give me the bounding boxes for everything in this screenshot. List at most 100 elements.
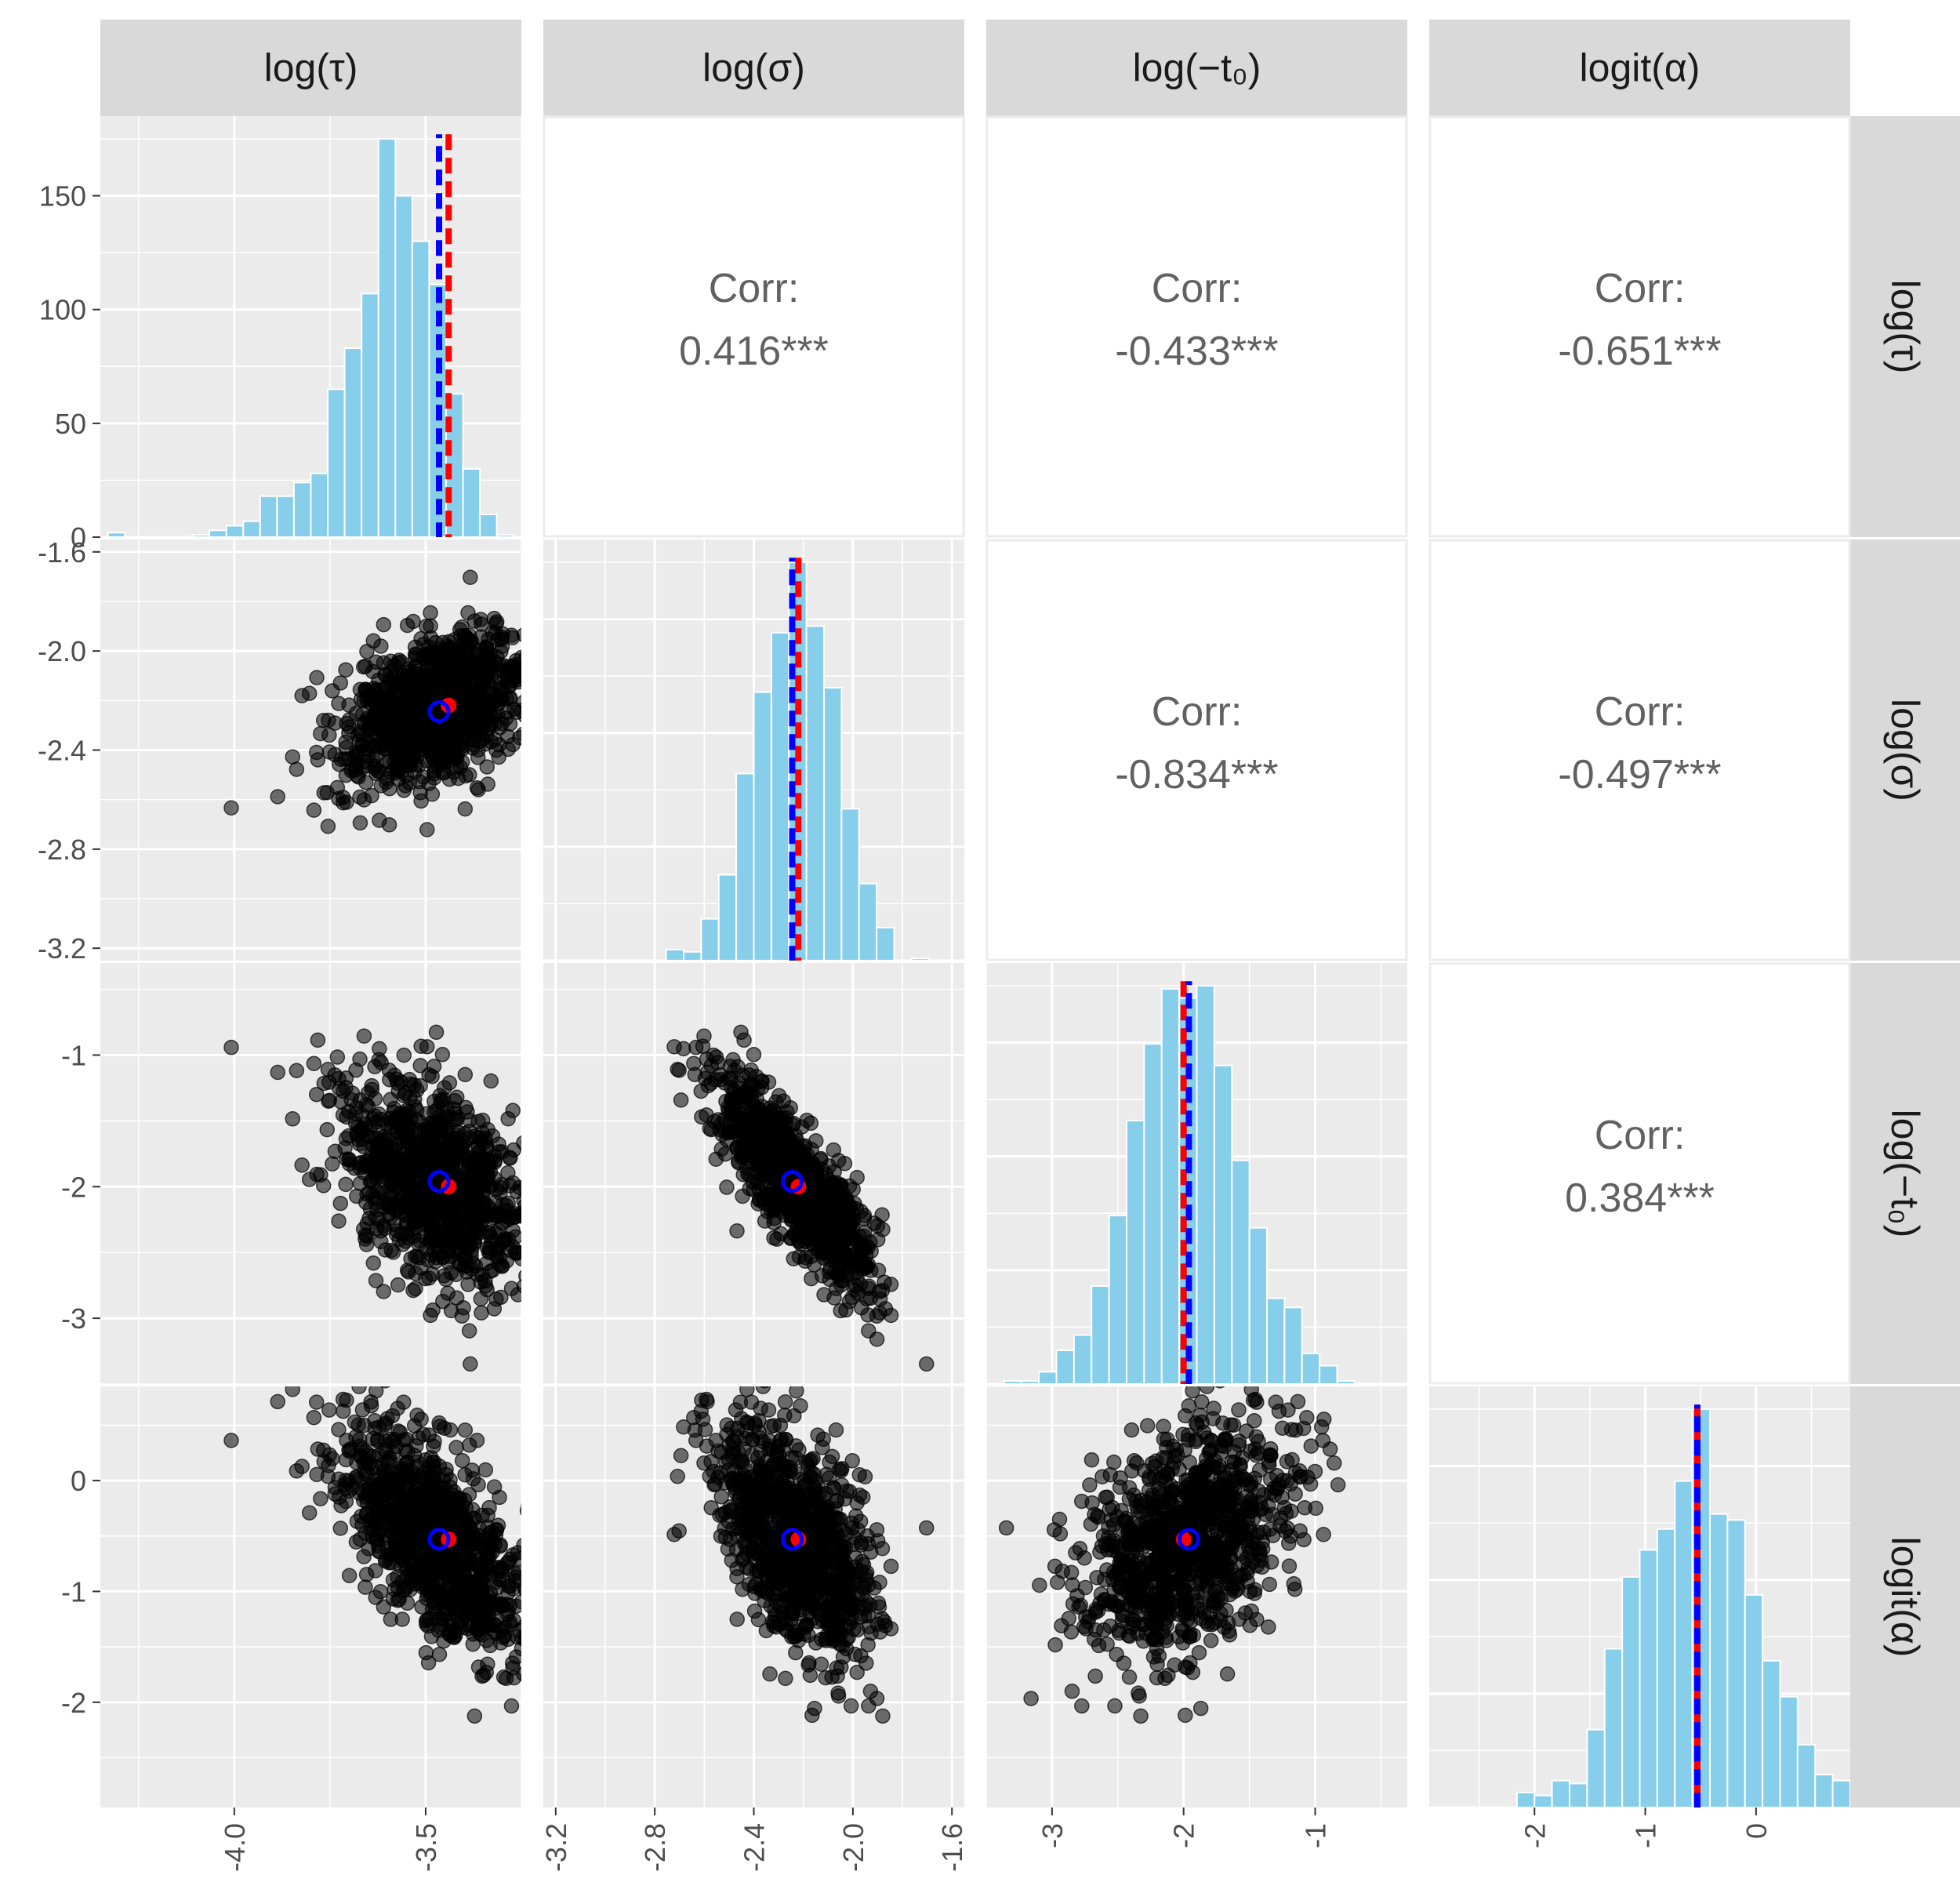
data-point bbox=[474, 1267, 490, 1283]
data-point bbox=[846, 1212, 862, 1228]
histogram-bar bbox=[1283, 1306, 1303, 1384]
data-point bbox=[395, 696, 411, 711]
y-tick-label: -3.2 bbox=[38, 932, 86, 965]
data-point bbox=[457, 1066, 474, 1083]
data-point bbox=[462, 1520, 477, 1535]
corr-panel-2-3: Corr:0.384*** bbox=[1428, 962, 1851, 1385]
data-point bbox=[523, 1225, 537, 1239]
data-point bbox=[846, 1231, 862, 1247]
data-point bbox=[420, 1655, 437, 1671]
corr-title: Corr: bbox=[709, 266, 800, 311]
data-point bbox=[370, 1433, 386, 1449]
data-point bbox=[363, 1394, 379, 1410]
data-point bbox=[344, 1481, 361, 1496]
data-point bbox=[523, 659, 537, 673]
corr-panel-0-3: Corr:-0.651*** bbox=[1428, 115, 1851, 538]
data-point bbox=[338, 1131, 354, 1146]
data-point bbox=[673, 1448, 689, 1463]
corr-panel-bg bbox=[543, 115, 965, 538]
data-point bbox=[294, 688, 310, 703]
data-point bbox=[289, 1063, 305, 1079]
data-point bbox=[523, 667, 537, 681]
data-point bbox=[359, 1215, 375, 1232]
data-point bbox=[778, 1670, 793, 1687]
corr-panel-bg bbox=[985, 115, 1408, 538]
data-point bbox=[810, 1215, 826, 1231]
data-point bbox=[454, 1186, 470, 1201]
data-point bbox=[829, 1267, 845, 1283]
data-point bbox=[502, 1150, 518, 1166]
data-point bbox=[782, 1099, 799, 1116]
corr-panel-bg bbox=[1428, 539, 1851, 961]
data-point bbox=[426, 770, 442, 786]
data-point bbox=[427, 675, 444, 691]
data-point bbox=[731, 1154, 746, 1169]
histogram-bar bbox=[683, 950, 702, 961]
data-point bbox=[516, 1279, 521, 1294]
corr-title: Corr: bbox=[1595, 1113, 1686, 1158]
y-tick-label: -3 bbox=[61, 1303, 86, 1335]
data-point bbox=[393, 654, 409, 670]
data-point bbox=[308, 1086, 325, 1103]
y-tick-label: 50 bbox=[55, 408, 86, 440]
panel-content bbox=[986, 963, 1407, 1384]
histogram-bar bbox=[107, 532, 126, 537]
data-point bbox=[434, 1514, 450, 1531]
y-tick-label: -2.8 bbox=[38, 834, 86, 866]
data-point bbox=[466, 1708, 483, 1724]
data-point bbox=[503, 659, 518, 674]
estimate-point-blue bbox=[427, 1170, 451, 1194]
data-point bbox=[815, 1187, 832, 1204]
data-point bbox=[336, 1403, 351, 1419]
data-point bbox=[759, 1386, 770, 1389]
histogram-bar bbox=[1196, 985, 1215, 1384]
data-point bbox=[445, 1159, 460, 1175]
data-point bbox=[491, 749, 506, 765]
data-point bbox=[404, 672, 420, 688]
data-point bbox=[320, 819, 336, 834]
data-point bbox=[735, 1188, 750, 1204]
panel-content bbox=[100, 540, 537, 961]
data-point bbox=[448, 709, 464, 725]
data-point bbox=[436, 1117, 452, 1133]
data-point bbox=[462, 678, 477, 694]
data-point bbox=[364, 1077, 379, 1094]
histogram-bar bbox=[753, 691, 772, 961]
data-point bbox=[524, 1197, 538, 1211]
column-label-log_tau: log(τ) bbox=[264, 46, 358, 90]
data-point bbox=[367, 1059, 383, 1075]
data-point bbox=[409, 1248, 425, 1264]
data-point bbox=[351, 1431, 368, 1448]
data-point bbox=[483, 1073, 499, 1089]
data-point bbox=[319, 1121, 336, 1138]
data-point bbox=[316, 785, 332, 801]
data-point bbox=[383, 1546, 399, 1561]
data-point bbox=[523, 1262, 537, 1276]
data-point bbox=[826, 1290, 842, 1306]
histogram-bar bbox=[876, 926, 895, 961]
data-point bbox=[697, 1070, 713, 1087]
data-point bbox=[294, 1157, 310, 1173]
data-point bbox=[829, 1242, 845, 1259]
data-point bbox=[448, 1290, 465, 1306]
data-point bbox=[713, 1141, 729, 1157]
data-point bbox=[336, 1083, 351, 1099]
data-point bbox=[505, 1103, 521, 1118]
data-point bbox=[368, 1273, 384, 1288]
data-point bbox=[394, 1611, 410, 1627]
data-point bbox=[325, 683, 340, 699]
data-point bbox=[361, 1154, 377, 1169]
data-point bbox=[469, 1433, 485, 1448]
histogram-bar bbox=[1126, 1119, 1145, 1384]
data-point bbox=[500, 728, 516, 745]
data-point bbox=[365, 1255, 382, 1271]
data-point bbox=[860, 1307, 876, 1323]
data-point bbox=[403, 1111, 419, 1128]
data-point bbox=[478, 1139, 495, 1156]
data-point bbox=[403, 754, 419, 769]
data-point bbox=[834, 1190, 850, 1206]
data-point bbox=[401, 1264, 416, 1280]
data-point bbox=[368, 654, 384, 670]
data-point bbox=[404, 1520, 420, 1537]
data-point bbox=[445, 1564, 460, 1581]
